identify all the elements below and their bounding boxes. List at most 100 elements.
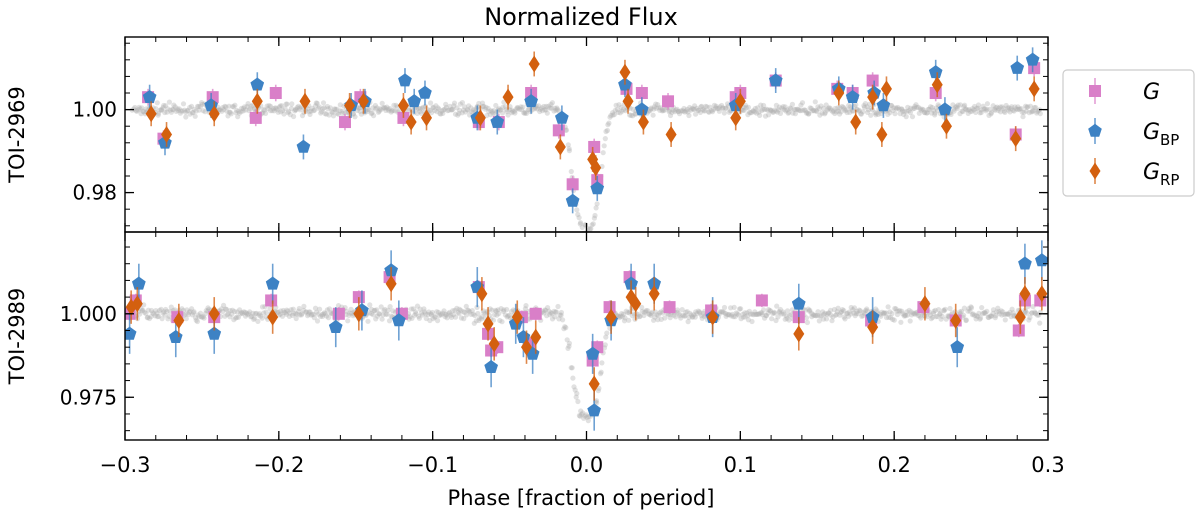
model-point	[433, 103, 439, 109]
model-point	[575, 398, 581, 405]
model-point	[294, 105, 300, 111]
model-point	[1017, 106, 1023, 112]
data-point-GBP	[250, 77, 265, 91]
model-point	[592, 212, 598, 219]
chart-panels: 0.98 1.00 TOI-2969 0.975 1.000 TOI-2989 −0.3 −0…	[5, 36, 1065, 477]
model-point	[1012, 104, 1018, 110]
model-point	[814, 312, 821, 319]
model-point	[818, 103, 824, 109]
model-point	[557, 312, 563, 318]
model-point	[762, 106, 768, 113]
model-point	[742, 314, 748, 320]
model-light-curve	[129, 99, 1043, 232]
model-point	[553, 309, 559, 315]
model-point	[982, 309, 988, 315]
model-point	[252, 311, 258, 317]
model-point	[479, 100, 486, 106]
model-point	[196, 314, 202, 320]
model-point	[146, 315, 153, 322]
model-point	[768, 308, 774, 314]
model-point	[843, 107, 849, 113]
model-point	[755, 105, 761, 111]
model-point	[981, 106, 987, 112]
model-point	[228, 111, 234, 117]
model-point	[932, 307, 938, 313]
model-point	[387, 106, 393, 112]
model-point	[904, 108, 910, 114]
model-point	[822, 110, 828, 116]
model-point	[980, 311, 986, 317]
model-point	[725, 311, 732, 318]
model-point	[826, 310, 832, 316]
model-point	[388, 313, 394, 319]
model-point	[487, 112, 493, 118]
model-point	[921, 109, 928, 115]
model-point	[421, 306, 427, 312]
model-point	[340, 110, 346, 116]
model-point	[655, 317, 661, 323]
model-point	[896, 106, 902, 112]
model-point	[505, 112, 511, 118]
model-point	[244, 310, 250, 316]
model-point	[568, 168, 574, 175]
model-point	[754, 311, 760, 317]
model-point	[310, 311, 317, 317]
model-point	[787, 312, 793, 318]
model-point	[1013, 106, 1019, 112]
model-point	[1000, 105, 1006, 112]
model-point	[165, 316, 171, 322]
model-point	[1005, 107, 1012, 113]
model-point	[686, 112, 692, 119]
model-point	[625, 309, 631, 316]
model-point	[137, 106, 143, 112]
model-point	[773, 317, 779, 324]
model-point	[490, 110, 496, 116]
model-point	[773, 108, 779, 114]
model-point	[289, 101, 295, 107]
model-point	[626, 317, 632, 323]
model-point	[562, 324, 568, 330]
model-point	[450, 106, 456, 112]
model-point	[436, 313, 442, 319]
model-point	[630, 106, 636, 112]
model-point	[432, 314, 438, 320]
model-point	[721, 304, 728, 311]
model-point	[818, 313, 824, 319]
model-point	[357, 108, 363, 114]
model-point	[312, 103, 319, 109]
model-point	[1003, 311, 1009, 317]
model-point	[199, 101, 205, 107]
model-point	[894, 311, 901, 318]
model-point	[849, 108, 855, 114]
model-point	[318, 313, 324, 319]
data-point-GBP	[876, 98, 891, 112]
model-point	[795, 106, 801, 112]
model-point	[834, 309, 840, 315]
model-point	[683, 309, 689, 315]
model-point	[491, 108, 497, 114]
model-point	[493, 307, 499, 313]
data-point-GRP	[734, 92, 746, 110]
model-point	[1029, 310, 1035, 316]
model-point	[784, 308, 791, 314]
model-point	[1026, 317, 1032, 323]
model-point	[481, 310, 487, 316]
model-point	[468, 311, 474, 317]
model-point	[697, 109, 704, 115]
model-point	[148, 314, 154, 320]
x-tick-label: −0.1	[407, 453, 458, 477]
model-point	[711, 102, 718, 108]
model-point	[869, 107, 875, 113]
model-point	[630, 113, 636, 119]
model-point	[563, 325, 569, 331]
model-point	[1033, 104, 1039, 111]
model-point	[706, 109, 712, 115]
model-point	[543, 103, 549, 109]
model-point	[493, 308, 499, 314]
model-point	[974, 313, 980, 319]
model-point	[806, 111, 812, 117]
data-point-GRP	[1010, 130, 1022, 148]
model-point	[141, 109, 147, 115]
data-point-GRP	[648, 285, 660, 303]
model-point	[722, 310, 729, 316]
